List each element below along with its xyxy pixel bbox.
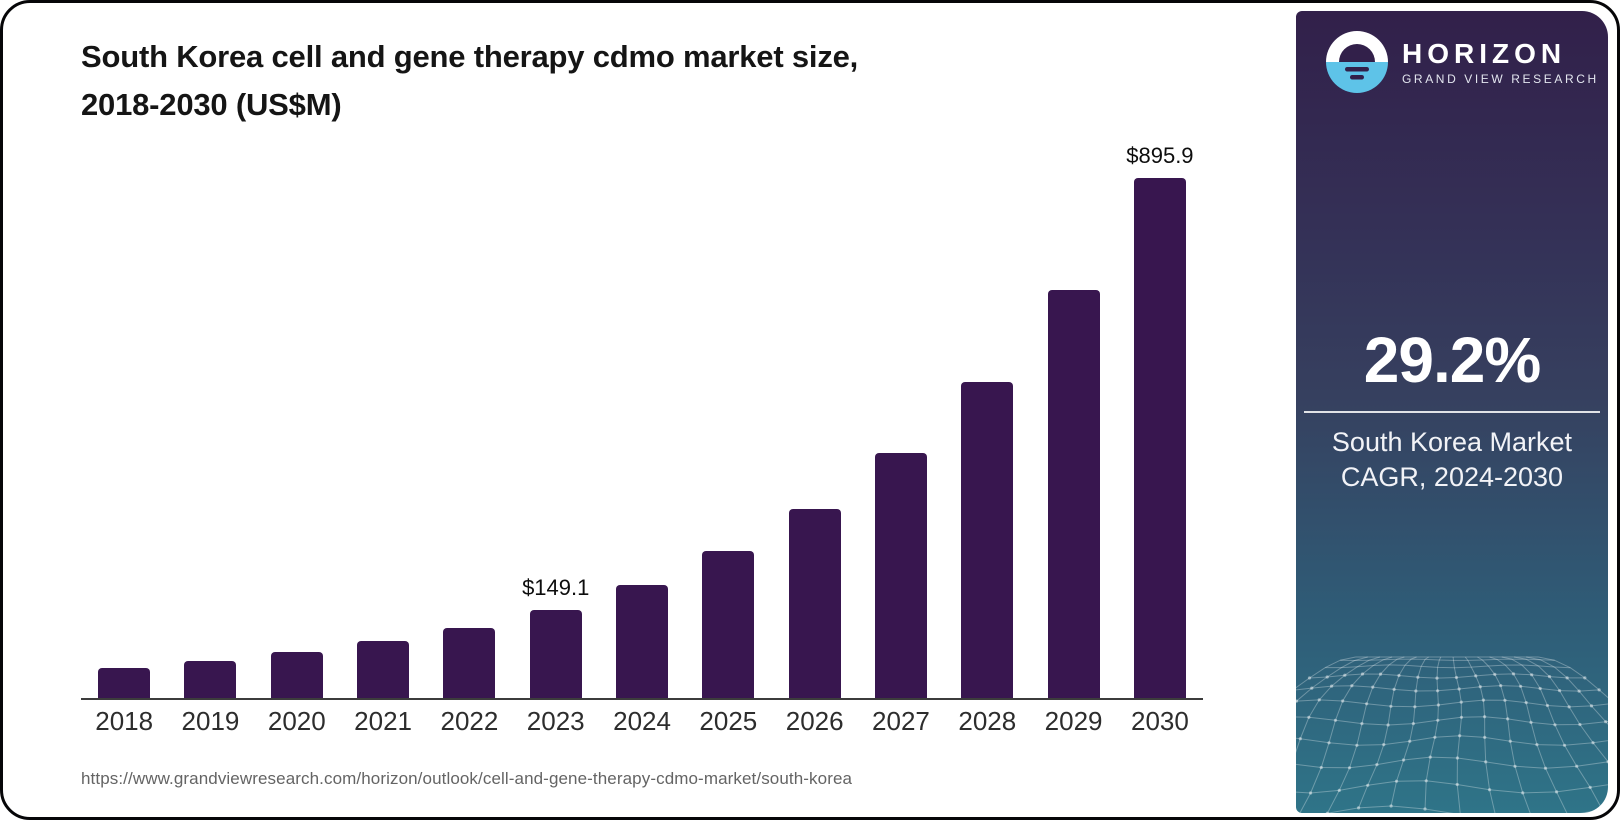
bar-2022 xyxy=(443,628,496,698)
bar-column-2026 xyxy=(772,143,858,698)
bar-2026 xyxy=(788,509,841,698)
bar-column-2020 xyxy=(254,143,340,698)
chart-title-line1: South Korea cell and gene therapy cdmo m… xyxy=(81,39,859,74)
x-axis-label-2020: 2020 xyxy=(267,706,326,736)
x-axis-label-2030: 2030 xyxy=(1130,706,1189,736)
brand-subtitle: GRAND VIEW RESEARCH xyxy=(1402,71,1599,86)
value-label-2030: $895.9 xyxy=(1126,143,1194,168)
source-url: https://www.grandviewresearch.com/horizo… xyxy=(81,769,853,788)
bar-column-2024 xyxy=(599,143,685,698)
x-axis-label-2023: 2023 xyxy=(526,706,585,736)
bar-chart: $149.1 $895.9 xyxy=(81,143,1203,700)
sidebar: HORIZON GRAND VIEW RESEARCH 29.2% South … xyxy=(1296,11,1608,813)
x-axis-label-2027: 2027 xyxy=(872,706,930,736)
cagr-caption-line2: CAGR, 2024-2030 xyxy=(1340,462,1564,492)
x-axis-label-2025: 2025 xyxy=(699,706,758,736)
bar-2023 xyxy=(529,610,582,698)
horizon-sun-logo-icon xyxy=(1326,31,1388,93)
bar-column-2023: $149.1 xyxy=(513,143,599,698)
bar-2019 xyxy=(184,661,237,698)
chart-title: South Korea cell and gene therapy cdmo m… xyxy=(81,33,858,129)
x-axis-label-2018: 2018 xyxy=(95,706,154,736)
cagr-caption-line1: South Korea Market xyxy=(1331,427,1573,457)
chart-title-line2: 2018-2030 (US$M) xyxy=(81,87,342,122)
value-label-2023: $149.1 xyxy=(522,575,590,600)
x-axis-label-2026: 2026 xyxy=(785,706,844,736)
x-axis-label-2021: 2021 xyxy=(354,706,413,736)
x-axis-label-2028: 2028 xyxy=(958,706,1017,736)
bar-2021 xyxy=(357,641,410,698)
x-axis-label-2019: 2019 xyxy=(181,706,240,736)
bar-column-2019 xyxy=(167,143,253,698)
bar-2029 xyxy=(1047,290,1100,698)
bar-2025 xyxy=(702,551,755,698)
x-axis-label-2022: 2022 xyxy=(440,706,499,736)
bar-2024 xyxy=(616,585,669,698)
bar-column-2028 xyxy=(944,143,1030,698)
bar-2027 xyxy=(874,453,927,698)
bar-column-2027 xyxy=(858,143,944,698)
wireframe-mesh-decoration xyxy=(1296,656,1608,813)
stat-divider xyxy=(1304,411,1600,413)
cagr-stat: 29.2% South Korea Market CAGR, 2024-2030 xyxy=(1296,323,1608,495)
bar-column-2022 xyxy=(426,143,512,698)
bar-2018 xyxy=(98,668,151,698)
bar-2030 xyxy=(1133,178,1186,698)
bar-column-2018 xyxy=(81,143,167,698)
bar-column-2025 xyxy=(685,143,771,698)
bar-2028 xyxy=(961,382,1014,698)
bar-column-2029 xyxy=(1030,143,1116,698)
bar-column-2030: $895.9 xyxy=(1117,143,1203,698)
bar-column-2021 xyxy=(340,143,426,698)
x-axis-label-2024: 2024 xyxy=(613,706,671,736)
x-axis-label-2029: 2029 xyxy=(1044,706,1103,736)
bar-2020 xyxy=(270,652,323,698)
x-axis-labels: 2018 2019 2020 2021 2022 2023 2024 2025 2026 2027… xyxy=(81,706,1203,737)
brand-block: HORIZON GRAND VIEW RESEARCH xyxy=(1326,31,1599,93)
brand-text: HORIZON GRAND VIEW RESEARCH xyxy=(1402,37,1599,86)
cagr-caption: South Korea Market CAGR, 2024-2030 xyxy=(1296,425,1608,495)
cagr-value: 29.2% xyxy=(1363,324,1541,396)
brand-name: HORIZON xyxy=(1402,37,1567,69)
